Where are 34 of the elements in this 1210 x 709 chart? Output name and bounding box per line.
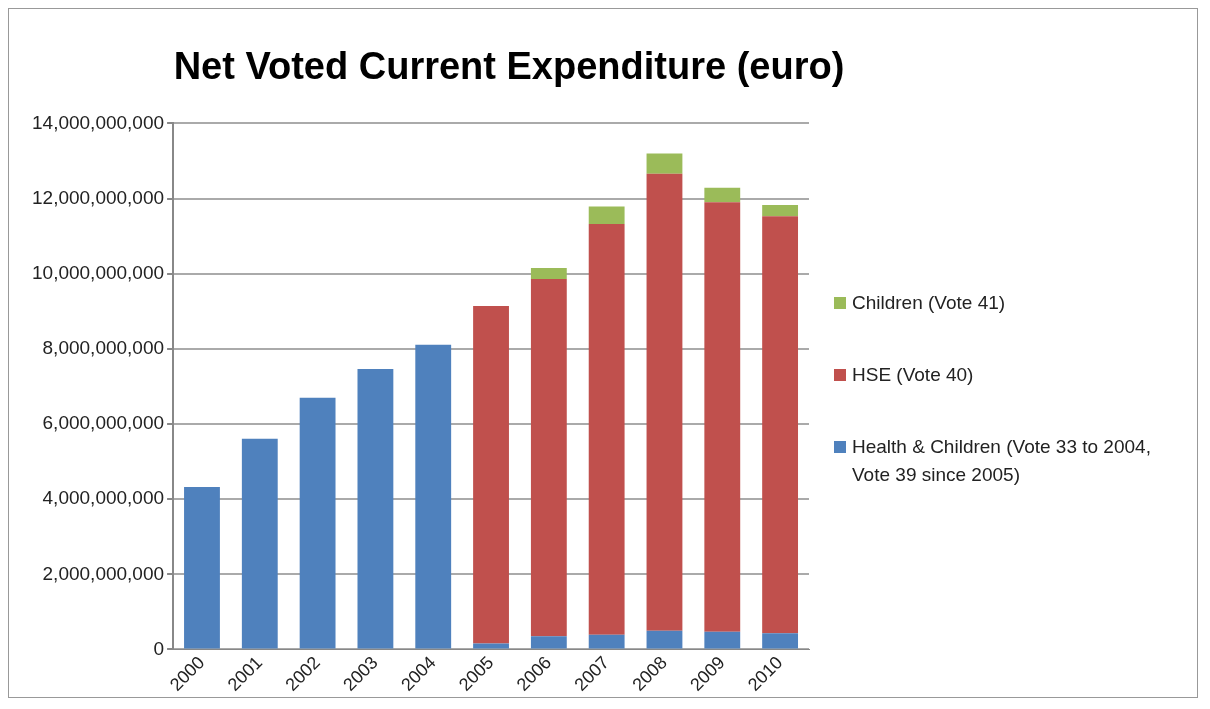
- y-tick-label: 8,000,000,000: [42, 337, 165, 359]
- bar: [704, 187, 741, 203]
- bar: [184, 487, 220, 649]
- bar: [241, 438, 278, 649]
- bar: [588, 206, 625, 225]
- chart-title: Net Voted Current Expenditure (euro): [172, 45, 846, 88]
- y-tick-label: 6,000,000,000: [42, 412, 165, 434]
- bar: [646, 153, 683, 174]
- bar: [762, 204, 799, 217]
- legend-label: HSE (Vote 40): [852, 363, 974, 387]
- bar: [530, 636, 567, 649]
- y-tick-label: 12,000,000,000: [31, 186, 165, 208]
- y-tick-label: 4,000,000,000: [42, 487, 165, 509]
- y-tick-label: 2,000,000,000: [42, 562, 165, 584]
- bar: [473, 306, 509, 644]
- bar: [357, 369, 394, 649]
- bar: [704, 631, 741, 649]
- bar: [530, 268, 567, 279]
- bar: [473, 643, 509, 649]
- bar: [762, 216, 799, 634]
- bar: [762, 633, 799, 649]
- legend-label: Children (Vote 41): [852, 291, 1006, 315]
- bar: [646, 630, 683, 649]
- bar: [530, 278, 567, 637]
- bar: [704, 202, 741, 632]
- y-tick-label: 0: [153, 637, 165, 659]
- bar: [646, 173, 683, 631]
- bar: [415, 344, 452, 649]
- legend-label: Health & Children (Vote 33 to 2004, Vote 39 since 2005): [852, 435, 1152, 487]
- y-tick-label: 10,000,000,000: [31, 261, 165, 283]
- bar: [588, 224, 625, 635]
- y-tick-label: 14,000,000,000: [31, 111, 165, 133]
- bar: [299, 397, 336, 649]
- bar: [588, 634, 625, 649]
